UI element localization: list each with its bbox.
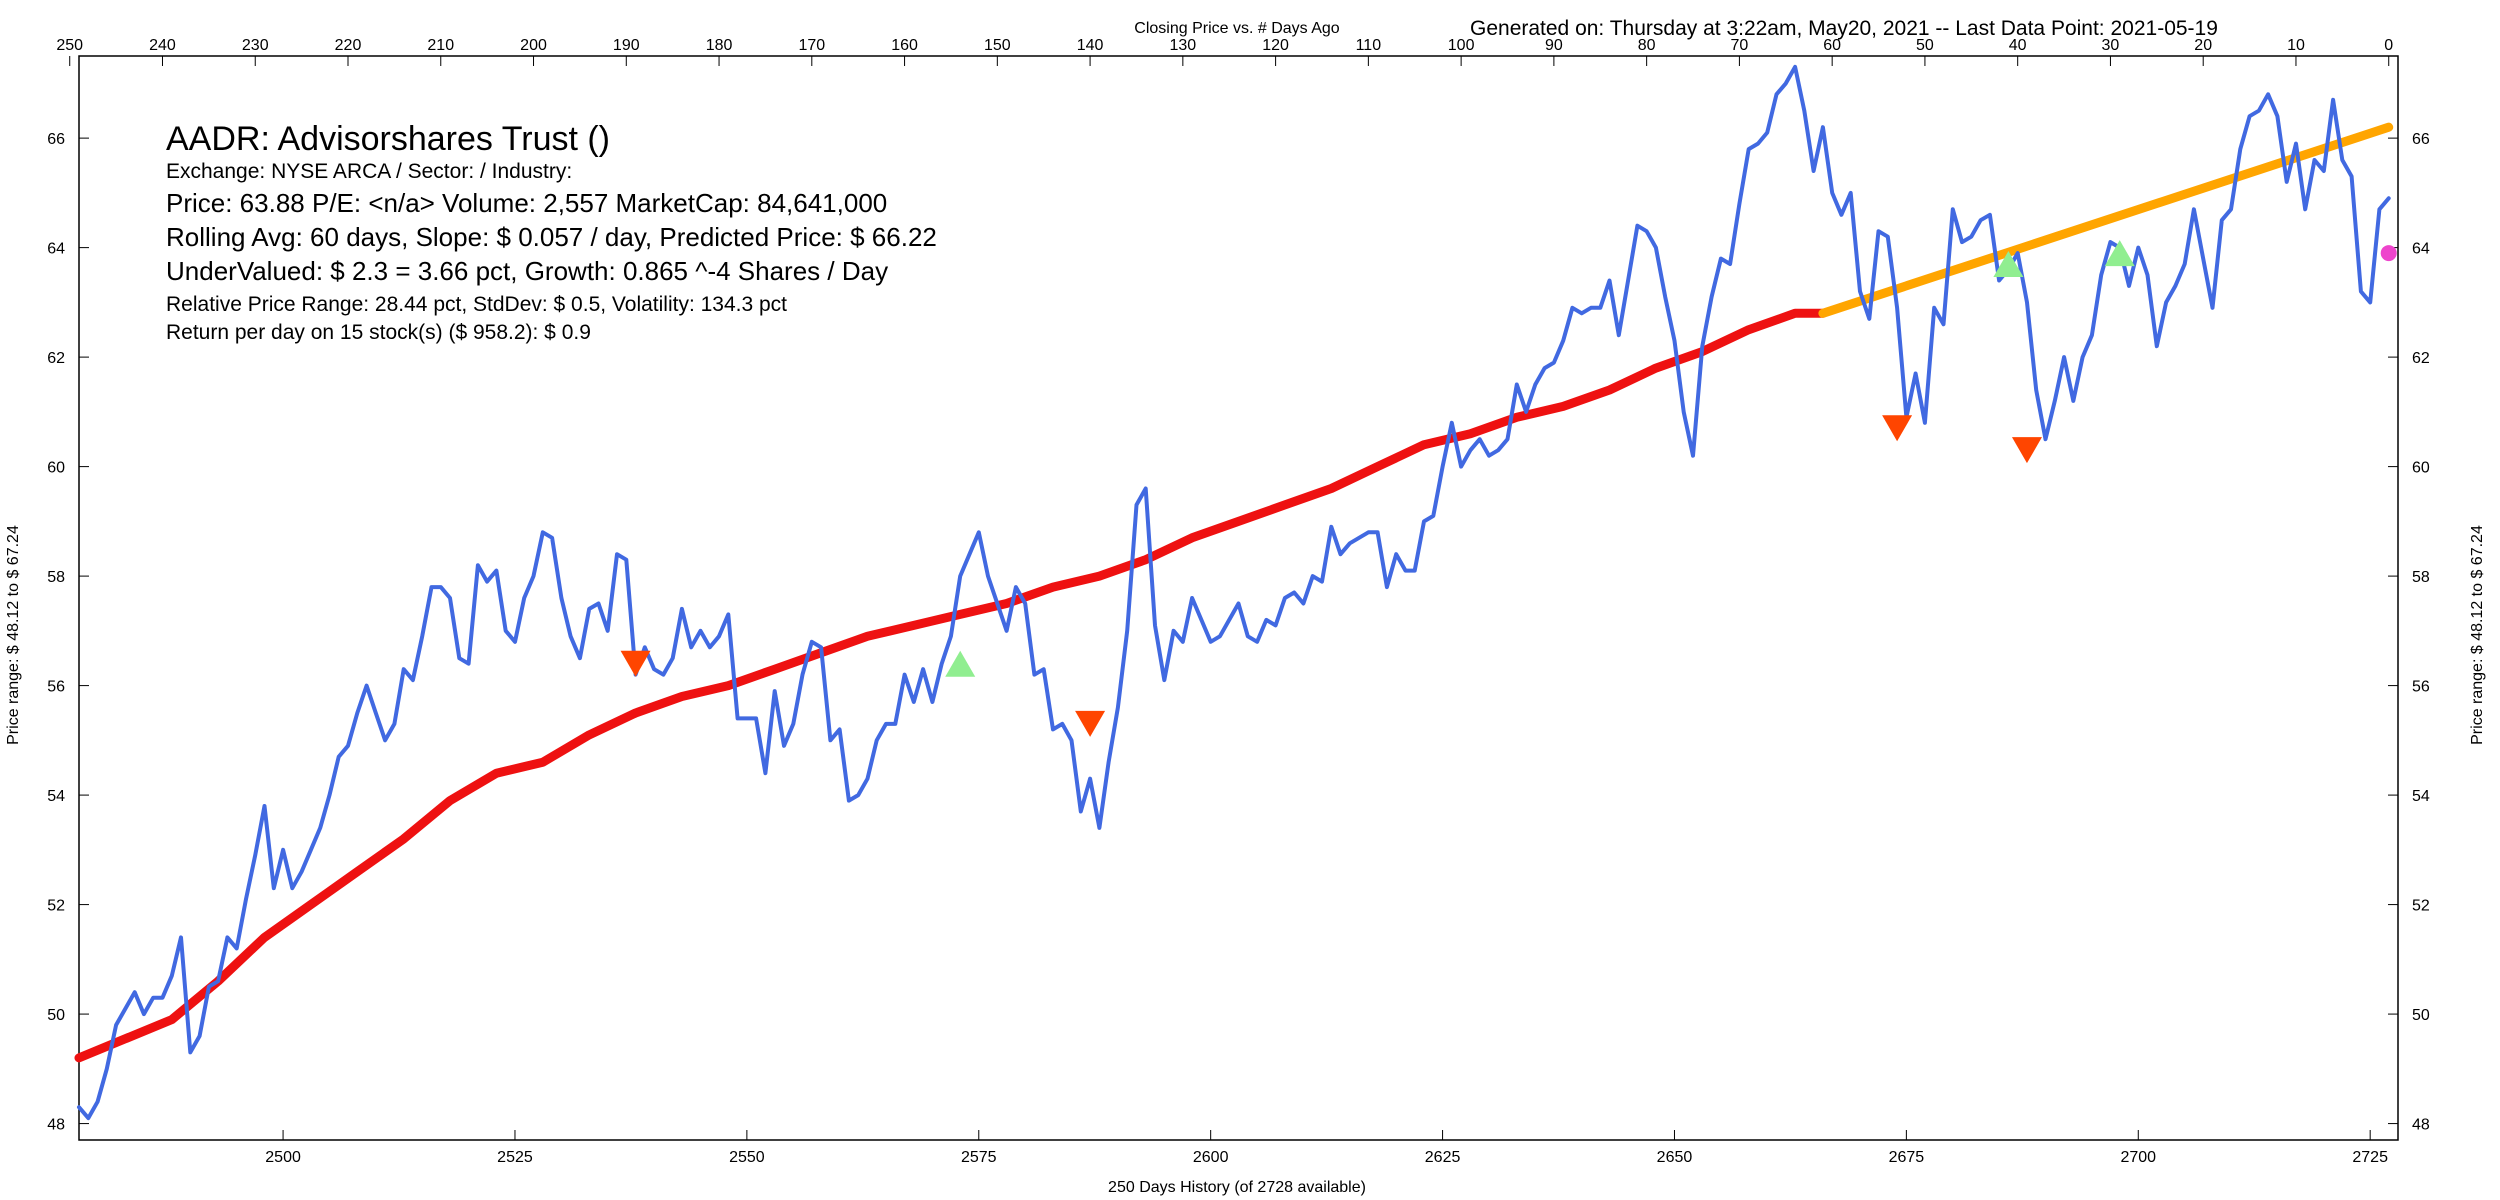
y-tick-label-left: 56 — [47, 679, 65, 696]
price-line: Price: 63.88 P/E: <n/a> Volume: 2,557 Ma… — [166, 188, 887, 218]
sell-marker — [1882, 415, 1913, 442]
y-tick-label-left: 60 — [47, 460, 65, 477]
x2-tick-label: 250 — [56, 37, 83, 54]
plot-frame — [78, 55, 2399, 1141]
y-tick-label-left: 52 — [47, 898, 65, 915]
x2-tick-label: 230 — [242, 37, 269, 54]
chart-caption: Closing Price vs. # Days Ago — [1134, 20, 1340, 37]
x2-tick-label: 20 — [2194, 37, 2212, 54]
x-tick-label: 2650 — [1657, 1149, 1693, 1166]
y-tick-label-right: 66 — [2412, 131, 2430, 148]
y-tick-label-left: 58 — [47, 569, 65, 586]
x2-tick-label: 110 — [1356, 37, 1382, 54]
x2-tick-label: 0 — [2384, 37, 2393, 54]
y-axis-label-right: Price range: $ 48.12 to $ 67.24 — [2469, 525, 2486, 745]
y-axis-label-left: Price range: $ 48.12 to $ 67.24 — [5, 525, 22, 745]
y-tick-label-left: 62 — [47, 350, 65, 367]
x2-tick-label: 160 — [891, 37, 918, 54]
return-line: Return per day on 15 stock(s) ($ 958.2):… — [166, 321, 591, 344]
buy-marker — [945, 650, 976, 677]
x2-tick-label: 150 — [984, 37, 1011, 54]
x2-tick-label: 190 — [613, 37, 640, 54]
sell-marker — [1075, 710, 1106, 737]
x-tick-label: 2500 — [265, 1149, 301, 1166]
y-tick-label-left: 66 — [47, 131, 65, 148]
x2-tick-label: 180 — [706, 37, 733, 54]
x2-tick-label: 200 — [520, 37, 547, 54]
y-tick-label-left: 48 — [47, 1117, 65, 1134]
x-tick-label: 2600 — [1193, 1149, 1229, 1166]
y-tick-label-right: 54 — [2412, 788, 2430, 805]
y-tick-label-right: 60 — [2412, 460, 2430, 477]
buy-marker — [2104, 240, 2135, 267]
signal-markers — [620, 240, 2397, 737]
x2-tick-label: 80 — [1638, 37, 1656, 54]
rolling-avg-series — [74, 308, 1828, 1063]
undervalued-line: UnderValued: $ 2.3 = 3.66 pct, Growth: 0… — [166, 256, 888, 286]
y-tick-label-right: 64 — [2412, 241, 2430, 258]
x-tick-label: 2575 — [961, 1149, 997, 1166]
x-tick-label: 2725 — [2352, 1149, 2388, 1166]
generated-info: Generated on: Thursday at 3:22am, May20,… — [1470, 17, 2218, 40]
x-tick-label: 2625 — [1425, 1149, 1461, 1166]
sell-marker — [620, 650, 651, 677]
x2-tick-label: 240 — [149, 37, 176, 54]
x2-tick-label: 220 — [335, 37, 362, 54]
exchange-line: Exchange: NYSE ARCA / Sector: / Industry… — [166, 160, 572, 183]
x-tick-label: 2700 — [2120, 1149, 2156, 1166]
x-tick-label: 2675 — [1889, 1149, 1925, 1166]
x-axis-label: 250 Days History (of 2728 available) — [1108, 1179, 1366, 1196]
x2-tick-label: 210 — [427, 37, 454, 54]
prediction-series — [1818, 122, 2394, 318]
y-tick-label-left: 64 — [47, 241, 65, 258]
x2-tick-label: 120 — [1262, 37, 1289, 54]
x-axis-top: 250 240 230 220 210 200 190 180 170 160 150 140 130 1… — [56, 37, 2393, 66]
x2-tick-label: 170 — [798, 37, 825, 54]
x2-tick-label: 140 — [1077, 37, 1104, 54]
x2-tick-label: 130 — [1169, 37, 1196, 54]
y-tick-label-right: 52 — [2412, 898, 2430, 915]
y-tick-label-left: 54 — [47, 788, 65, 805]
x-axis-bottom: 2500 2525 2550 2575 2600 2625 2650 2675 2700 2725 — [265, 1130, 2388, 1166]
y-tick-label-right: 48 — [2412, 1117, 2430, 1134]
x-tick-label: 2550 — [729, 1149, 765, 1166]
x2-tick-label: 40 — [2009, 37, 2027, 54]
y-tick-label-right: 58 — [2412, 569, 2430, 586]
sell-marker — [2011, 437, 2042, 464]
y-tick-label-right: 62 — [2412, 350, 2430, 367]
stock-title: AADR: Advisorshares Trust () — [166, 120, 610, 158]
x2-tick-label: 50 — [1916, 37, 1934, 54]
x2-tick-label: 10 — [2287, 37, 2305, 54]
x2-tick-label: 60 — [1823, 37, 1841, 54]
rolling-line: Rolling Avg: 60 days, Slope: $ 0.057 / d… — [166, 222, 937, 252]
range-line: Relative Price Range: 28.44 pct, StdDev:… — [166, 293, 787, 316]
y-tick-label-right: 50 — [2412, 1007, 2430, 1024]
buy-marker — [1993, 251, 2024, 278]
x2-tick-label: 100 — [1448, 37, 1475, 54]
y-tick-label-left: 50 — [47, 1007, 65, 1024]
y-tick-label-right: 56 — [2412, 679, 2430, 696]
stock-info-panel: AADR: Advisorshares Trust () Exchange: N… — [166, 120, 937, 344]
x2-tick-label: 70 — [1731, 37, 1749, 54]
x-tick-label: 2525 — [497, 1149, 533, 1166]
x2-tick-label: 90 — [1545, 37, 1563, 54]
y-axis: 48 48 50 50 52 52 54 54 56 56 58 58 60 60 62 62 64 64 66 66 — [47, 131, 2430, 1133]
last-point-marker — [2380, 245, 2397, 262]
x2-tick-label: 30 — [2102, 37, 2120, 54]
